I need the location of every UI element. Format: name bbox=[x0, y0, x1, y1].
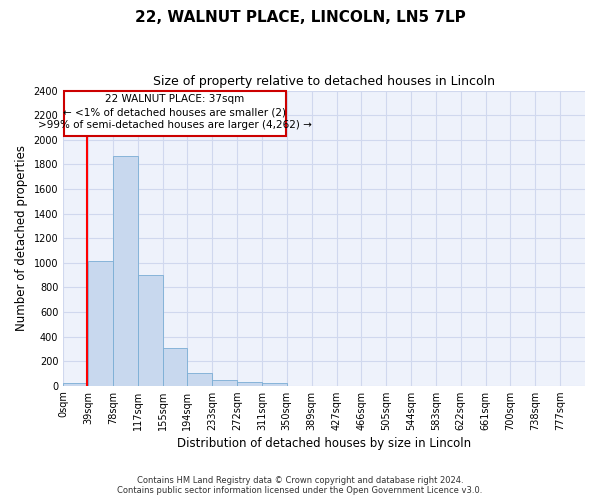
Bar bbox=[237, 382, 262, 386]
Text: >99% of semi-detached houses are larger (4,262) →: >99% of semi-detached houses are larger … bbox=[38, 120, 312, 130]
Bar bbox=[212, 380, 237, 386]
Text: ← <1% of detached houses are smaller (2): ← <1% of detached houses are smaller (2) bbox=[64, 107, 286, 117]
Bar bbox=[63, 383, 88, 386]
X-axis label: Distribution of detached houses by size in Lincoln: Distribution of detached houses by size … bbox=[177, 437, 471, 450]
Bar bbox=[163, 348, 187, 386]
Y-axis label: Number of detached properties: Number of detached properties bbox=[15, 145, 28, 331]
Title: Size of property relative to detached houses in Lincoln: Size of property relative to detached ho… bbox=[153, 75, 495, 88]
Bar bbox=[113, 156, 138, 386]
Text: Contains HM Land Registry data © Crown copyright and database right 2024.
Contai: Contains HM Land Registry data © Crown c… bbox=[118, 476, 482, 495]
Bar bbox=[88, 262, 113, 386]
FancyBboxPatch shape bbox=[64, 91, 286, 136]
Text: 22, WALNUT PLACE, LINCOLN, LN5 7LP: 22, WALNUT PLACE, LINCOLN, LN5 7LP bbox=[134, 10, 466, 25]
Bar bbox=[262, 383, 287, 386]
Text: 22 WALNUT PLACE: 37sqm: 22 WALNUT PLACE: 37sqm bbox=[106, 94, 245, 104]
Bar bbox=[187, 374, 212, 386]
Bar bbox=[138, 275, 163, 386]
